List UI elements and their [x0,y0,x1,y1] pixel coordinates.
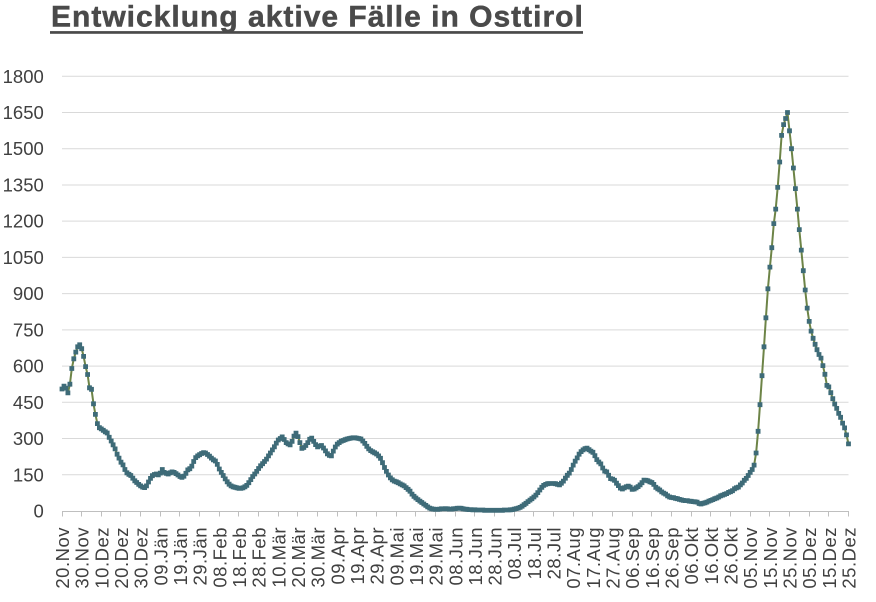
svg-text:30.Mär: 30.Mär [308,527,329,588]
svg-text:16.Okt: 16.Okt [701,527,722,585]
svg-text:600: 600 [13,356,44,377]
svg-text:28.Feb: 28.Feb [249,527,270,588]
svg-text:06.Okt: 06.Okt [681,527,702,585]
svg-text:26.Sep: 26.Sep [662,527,683,589]
svg-text:29.Jän: 29.Jän [190,527,211,586]
svg-text:17.Aug: 17.Aug [583,527,604,589]
svg-text:1650: 1650 [3,102,44,123]
svg-text:10.Mär: 10.Mär [268,527,289,588]
svg-text:19.Jän: 19.Jän [170,527,191,586]
svg-text:05.Dez: 05.Dez [799,527,820,589]
svg-text:26.Okt: 26.Okt [721,527,742,585]
svg-text:18.Jul: 18.Jul [524,527,545,579]
svg-text:0: 0 [34,501,44,522]
svg-text:750: 750 [13,319,44,340]
svg-text:08.Jun: 08.Jun [445,527,466,586]
svg-text:18.Jun: 18.Jun [465,527,486,586]
svg-text:1200: 1200 [3,211,44,232]
svg-text:20.Nov: 20.Nov [52,527,73,589]
svg-text:450: 450 [13,392,44,413]
svg-text:09.Apr: 09.Apr [327,527,348,585]
svg-text:05.Nov: 05.Nov [740,527,761,589]
svg-text:27.Aug: 27.Aug [603,527,624,589]
svg-text:18.Feb: 18.Feb [229,527,250,588]
svg-text:29.Mai: 29.Mai [426,527,447,586]
svg-text:1050: 1050 [3,247,44,268]
svg-text:08.Jul: 08.Jul [504,527,525,579]
svg-text:20.Dez: 20.Dez [111,527,132,589]
svg-text:09.Jän: 09.Jän [150,527,171,586]
svg-text:08.Feb: 08.Feb [209,527,230,588]
svg-text:10.Dez: 10.Dez [91,527,112,589]
svg-text:20.Mär: 20.Mär [288,527,309,588]
svg-text:28.Jun: 28.Jun [485,527,506,586]
svg-text:30.Dez: 30.Dez [131,527,152,589]
svg-text:1350: 1350 [3,174,44,195]
svg-text:15.Nov: 15.Nov [760,527,781,589]
svg-text:07.Aug: 07.Aug [563,527,584,589]
svg-text:16.Sep: 16.Sep [642,527,663,589]
svg-text:19.Apr: 19.Apr [347,527,368,585]
svg-text:1500: 1500 [3,138,44,159]
svg-text:1800: 1800 [3,66,44,87]
svg-text:15.Dez: 15.Dez [819,527,840,589]
svg-text:25.Dez: 25.Dez [839,527,860,589]
svg-text:19.Mai: 19.Mai [406,527,427,586]
svg-text:29.Apr: 29.Apr [367,527,388,585]
svg-text:30.Nov: 30.Nov [72,527,93,589]
svg-text:Entwicklung aktive Fälle in Os: Entwicklung aktive Fälle in Osttirol [51,1,584,34]
svg-text:28.Jul: 28.Jul [544,527,565,579]
svg-text:25.Nov: 25.Nov [780,527,801,589]
svg-text:09.Mai: 09.Mai [386,527,407,586]
svg-text:900: 900 [13,283,44,304]
svg-text:06.Sep: 06.Sep [622,527,643,589]
svg-text:150: 150 [13,464,44,485]
svg-text:300: 300 [13,428,44,449]
